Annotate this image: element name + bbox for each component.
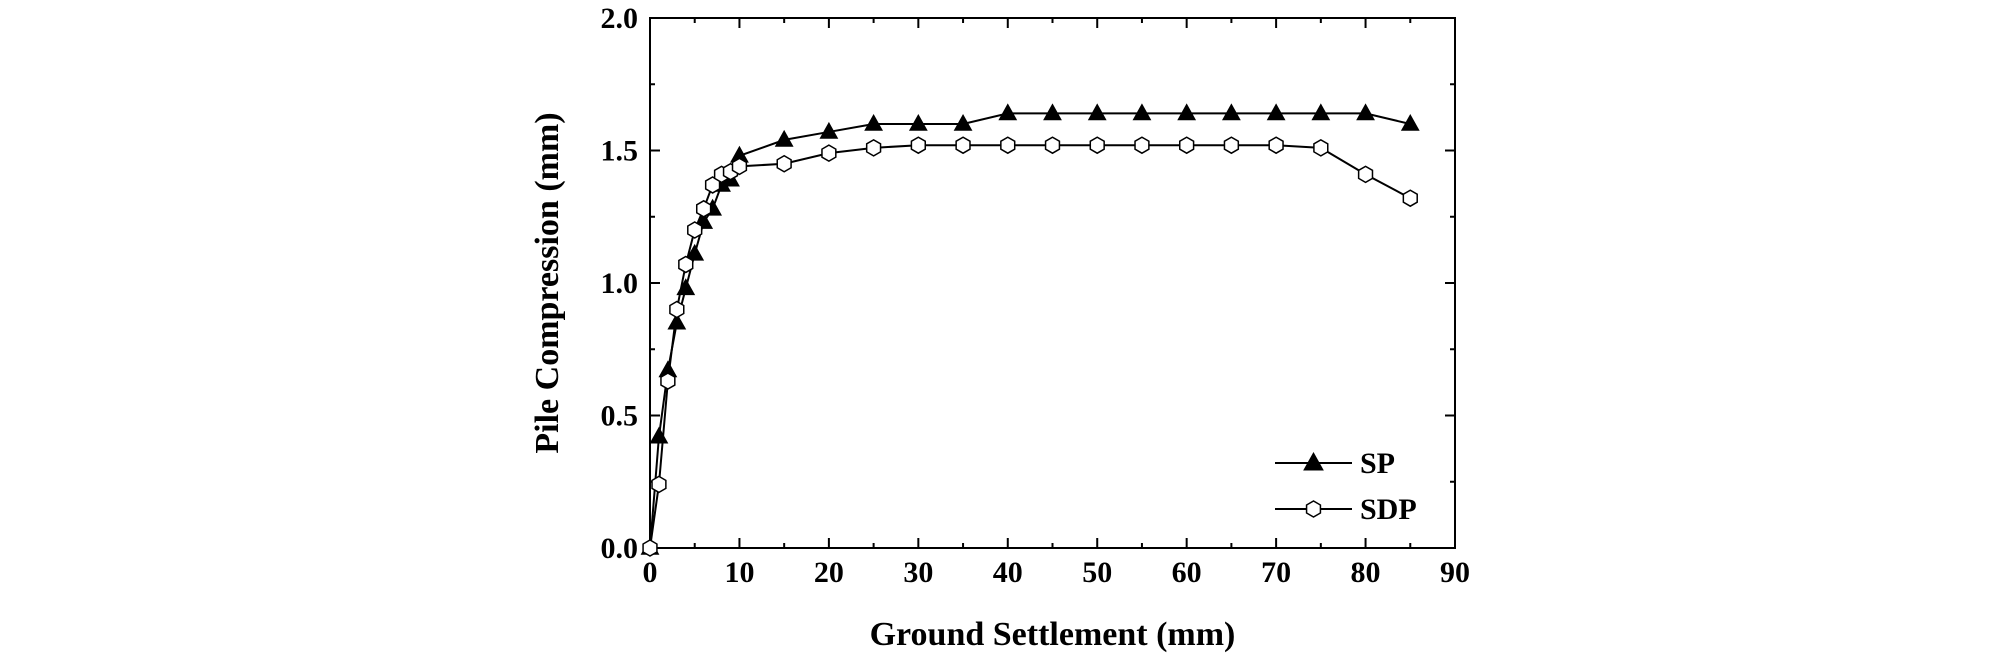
data-point-sp (1043, 103, 1062, 121)
data-point-sp (864, 113, 884, 131)
series-sp (640, 103, 1420, 555)
axes: 0 10 20 30 40 50 60 70 80 90 0.0 0.5 1.0 1.5 2.0 (601, 2, 1471, 589)
data-point-sp (685, 243, 705, 261)
data-point-sp (1087, 103, 1107, 121)
data-point-sp (819, 121, 839, 139)
x-tick-label: 20 (814, 556, 844, 589)
data-point-sp (774, 129, 794, 147)
data-point-sp (953, 113, 973, 131)
data-point-sdp (660, 372, 676, 390)
legend-label: SP (1360, 447, 1395, 480)
data-point-sdp (651, 475, 667, 494)
x-tick-label: 60 (1172, 556, 1202, 589)
y-tick-label: 1.0 (601, 267, 639, 300)
x-tick-label: 10 (724, 556, 754, 589)
data-point-sp (667, 312, 687, 330)
y-tick-label: 0.0 (601, 532, 639, 565)
x-tick-label: 90 (1440, 556, 1470, 589)
y-tick-label: 0.5 (601, 400, 639, 433)
data-point-sdp (669, 300, 685, 319)
legend-label: SDP (1360, 493, 1417, 526)
series-line-sdp (649, 144, 1411, 549)
data-point-sdp (910, 136, 927, 155)
y-tick-label: 2.0 (601, 2, 639, 35)
x-tick-label: 70 (1261, 556, 1291, 589)
legend-marker (1303, 451, 1324, 471)
data-point-sdp (1089, 136, 1105, 155)
data-point-sp (1177, 103, 1197, 121)
series-sdp (642, 136, 1418, 557)
series-layer (640, 103, 1420, 557)
legend-item-sp: SP (1275, 447, 1395, 480)
data-point-sdp (1000, 136, 1016, 155)
data-point-sp (1400, 113, 1420, 131)
data-point-sp (1132, 103, 1152, 121)
data-point-sdp (678, 255, 694, 274)
x-tick-label: 30 (903, 556, 933, 589)
data-point-sdp (1313, 138, 1329, 157)
plot-frame (649, 17, 1456, 549)
data-point-sdp (776, 154, 792, 173)
x-tick-label: 80 (1351, 556, 1381, 589)
data-point-sdp (1223, 136, 1240, 155)
data-point-sdp (1178, 136, 1195, 155)
data-point-sdp (1402, 189, 1418, 208)
x-tick-label: 50 (1082, 556, 1112, 589)
data-point-sdp (1357, 165, 1374, 184)
legend-marker (1305, 500, 1322, 518)
series-line-sp (649, 112, 1411, 549)
data-point-sdp (821, 144, 837, 163)
data-point-sp (1311, 103, 1331, 121)
data-point-sp (1266, 103, 1286, 121)
data-point-sp (649, 426, 669, 444)
data-point-sdp (955, 136, 971, 155)
data-point-sdp (731, 157, 748, 176)
data-point-sdp (1044, 136, 1061, 155)
data-point-sdp (1134, 136, 1150, 155)
data-point-sdp (687, 221, 703, 239)
x-tick-label: 40 (993, 556, 1023, 589)
data-point-sp (1356, 103, 1375, 121)
x-tick-label: 0 (643, 556, 658, 589)
data-point-sp (908, 113, 928, 131)
x-axis-title: Ground Settlement (mm) (870, 616, 1236, 653)
legend: SP SDP (1275, 447, 1417, 526)
y-tick-label: 1.5 (601, 135, 639, 168)
data-point-sp (1221, 103, 1241, 121)
data-point-sdp (695, 199, 712, 218)
data-point-sdp (865, 138, 882, 157)
legend-item-sdp: SDP (1275, 493, 1417, 526)
data-point-sdp (1268, 136, 1284, 155)
y-axis-title: Pile Compression (mm) (529, 112, 566, 453)
data-point-sp (998, 103, 1018, 121)
data-point-sdp (642, 539, 658, 557)
